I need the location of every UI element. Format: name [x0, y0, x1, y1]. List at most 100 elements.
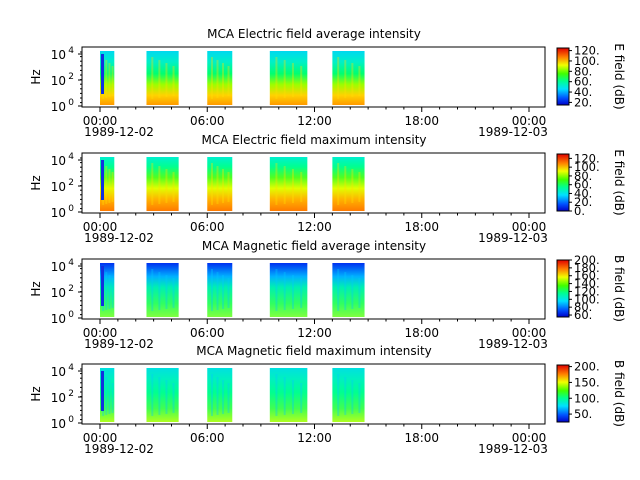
data-streak: [300, 172, 303, 202]
data-streak: [151, 163, 154, 205]
data-streak: [275, 374, 278, 416]
data-streak: [351, 380, 354, 414]
y-tick-label: 10: [51, 312, 66, 326]
x-tick-label: 18:00: [404, 431, 439, 445]
data-streak: [358, 172, 361, 202]
y-tick-exponent: 4: [68, 46, 74, 56]
data-streak: [227, 66, 230, 96]
y-tick-exponent: 4: [68, 363, 74, 373]
data-streak: [158, 272, 161, 310]
y-tick-label: 10: [51, 48, 66, 62]
data-block-2: [146, 51, 179, 105]
colorbar-label: B field (dB): [612, 360, 626, 427]
y-tick-label: 10: [51, 365, 66, 379]
data-streak: [283, 60, 286, 98]
y-tick-label: 10: [51, 100, 66, 114]
colorbar-tick-label: 120.: [574, 284, 600, 298]
x-tick-label: 00:00: [83, 431, 118, 445]
data-streak: [101, 54, 104, 94]
data-streak: [158, 377, 161, 415]
x-tick-label: 00:00: [83, 220, 118, 234]
colorbar-tick-label: 80.: [574, 300, 592, 314]
data-streak: [172, 172, 175, 202]
x-tick-label: 00:00: [512, 431, 547, 445]
data-streak: [172, 383, 175, 413]
y-axis-label: Hz: [29, 69, 43, 84]
data-streak: [158, 166, 161, 204]
data-streak: [300, 278, 303, 308]
data-streak: [172, 278, 175, 308]
colorbar-tick-label: 80.: [574, 169, 592, 183]
data-streak: [291, 275, 294, 309]
y-tick-label: 10: [51, 391, 66, 405]
panel-3: MCA Magnetic field average intensity Hz 10…: [29, 239, 626, 351]
x-date-end: 1989-12-03: [478, 125, 548, 139]
data-streak: [165, 275, 168, 309]
x-tick-label: 06:00: [190, 326, 225, 340]
spectrogram-data: [100, 157, 365, 211]
y-tick-label: 10: [51, 206, 66, 220]
data-streak: [358, 383, 361, 413]
colorbar-tick-label: 100.: [574, 54, 600, 68]
y-tick-exponent: 4: [68, 152, 74, 162]
data-streak: [108, 380, 111, 414]
x-date-start: 1989-12-02: [84, 442, 154, 456]
data-block-3: [207, 368, 233, 422]
data-streak: [344, 60, 347, 98]
x-date-start: 1989-12-02: [84, 231, 154, 245]
data-streak: [291, 63, 294, 97]
x-tick-label: 18:00: [404, 220, 439, 234]
data-streak: [105, 166, 108, 204]
y-tick-exponent: 2: [68, 284, 74, 294]
data-streak: [227, 383, 230, 413]
colorbar-tick-label: 140.: [574, 277, 600, 291]
x-tick-label: 12:00: [297, 220, 332, 234]
x-date-end: 1989-12-03: [478, 231, 548, 245]
data-streak: [344, 272, 347, 310]
colorbar-tick-label: 150.: [574, 375, 600, 389]
x-tick-label: 00:00: [512, 114, 547, 128]
x-tick-label: 00:00: [512, 220, 547, 234]
x-tick-label: 06:00: [190, 431, 225, 445]
data-streak: [211, 269, 214, 311]
data-streak: [216, 377, 219, 415]
data-streak: [108, 169, 111, 203]
colorbar-label: E field (dB): [612, 149, 626, 215]
panel-1: MCA Electric field average intensity Hz 10…: [29, 27, 626, 139]
data-streak: [351, 169, 354, 203]
plot-frame: [81, 46, 546, 108]
data-block-2: [146, 263, 179, 317]
panel-2: MCA Electric field maximum intensity Hz 10…: [29, 133, 626, 245]
y-tick-label: 10: [51, 260, 66, 274]
y-tick-exponent: 0: [68, 310, 74, 320]
colorbar-label: E field (dB): [612, 43, 626, 109]
colorbar-tick-label: 200.: [574, 253, 600, 267]
data-streak: [275, 269, 278, 311]
colorbar-tick-label: 60.: [574, 308, 592, 322]
colorbar: [556, 153, 570, 212]
data-block-2: [146, 157, 179, 211]
data-streak: [165, 380, 168, 414]
data-streak: [111, 278, 114, 308]
data-streak: [227, 278, 230, 308]
data-streak: [351, 275, 354, 309]
data-streak: [108, 275, 111, 309]
colorbar: [556, 364, 570, 423]
panel-title: MCA Magnetic field average intensity: [202, 239, 426, 253]
y-tick-exponent: 0: [68, 204, 74, 214]
data-streak: [337, 374, 340, 416]
data-streak: [300, 383, 303, 413]
data-streak: [222, 63, 225, 97]
data-block-4: [269, 157, 308, 211]
data-streak: [337, 163, 340, 205]
colorbar-tick-label: 100.: [574, 292, 600, 306]
plot-frame: [81, 258, 546, 320]
colorbar-tick-label: 200.: [574, 360, 600, 374]
data-streak: [211, 163, 214, 205]
data-block-3: [207, 157, 233, 211]
y-axis-label: Hz: [29, 386, 43, 401]
data-streak: [211, 374, 214, 416]
x-date-end: 1989-12-03: [478, 442, 548, 456]
x-tick-label: 12:00: [297, 114, 332, 128]
